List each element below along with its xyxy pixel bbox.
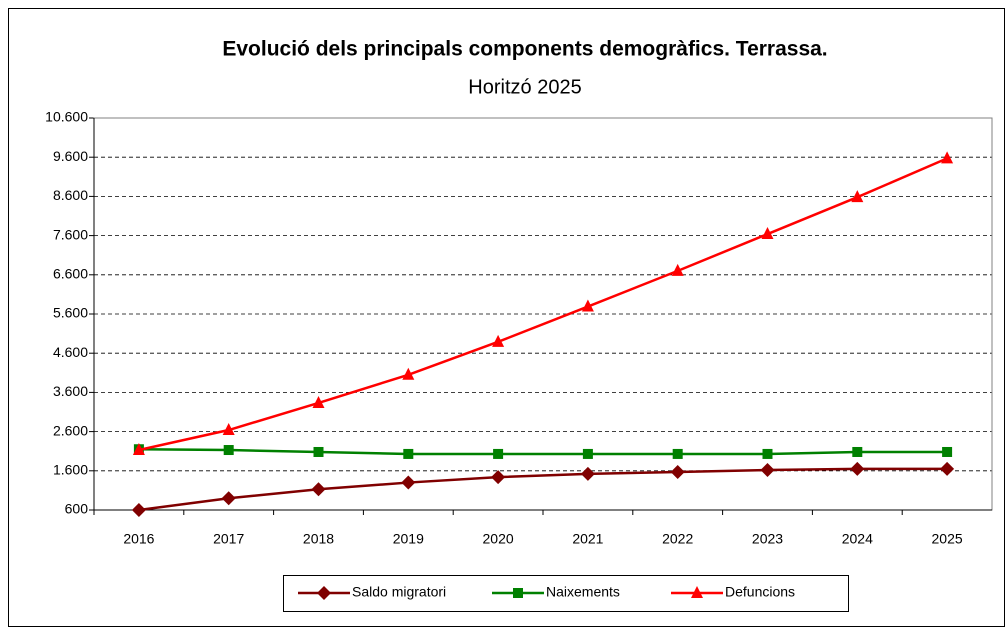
- series-line: [138, 447, 948, 456]
- marker: [581, 299, 594, 312]
- y-tick-label: 2.600: [53, 422, 88, 438]
- chart-border: [8, 8, 1005, 627]
- y-tick-label: 4.600: [53, 344, 88, 360]
- x-tick-label: 2017: [213, 531, 244, 547]
- x-tick-label: 2022: [662, 531, 693, 547]
- x-tick-label: 2025: [932, 531, 963, 547]
- marker: [762, 448, 773, 459]
- marker: [222, 423, 235, 436]
- x-tick-label: 2024: [842, 531, 873, 547]
- marker: [513, 588, 523, 598]
- y-tick-label: 10.600: [45, 109, 88, 125]
- marker: [492, 334, 505, 347]
- marker: [760, 463, 775, 478]
- y-tick-label: 9.600: [53, 148, 88, 164]
- y-tick-label: 6.600: [53, 266, 88, 282]
- x-tick-label: 2019: [393, 531, 424, 547]
- marker: [223, 445, 234, 456]
- marker: [311, 482, 326, 497]
- marker: [491, 470, 506, 485]
- series-line: [138, 157, 948, 452]
- y-tick-label: 5.600: [53, 305, 88, 321]
- marker: [313, 446, 324, 457]
- marker: [691, 586, 703, 598]
- marker: [941, 151, 954, 164]
- marker: [132, 443, 145, 456]
- legend-label: Naixements: [546, 584, 620, 600]
- marker: [312, 395, 325, 408]
- y-tick-label: 7.600: [53, 226, 88, 242]
- y-tick-label: 3.600: [53, 383, 88, 399]
- x-tick-label: 2021: [572, 531, 603, 547]
- marker: [850, 461, 865, 476]
- marker: [401, 475, 416, 490]
- series-line: [138, 467, 948, 512]
- marker: [851, 190, 864, 203]
- marker: [317, 586, 331, 600]
- x-tick-label: 2018: [303, 531, 334, 547]
- marker: [940, 461, 955, 476]
- marker: [131, 503, 146, 517]
- y-tick-label: 1.600: [53, 462, 88, 478]
- marker: [580, 466, 595, 481]
- marker: [672, 448, 683, 459]
- x-tick-label: 2016: [123, 531, 154, 547]
- x-tick-label: 2020: [483, 531, 514, 547]
- marker: [852, 446, 863, 457]
- marker: [670, 464, 685, 479]
- legend-box: [283, 575, 849, 612]
- legend-label: Saldo migratori: [352, 584, 446, 600]
- marker: [493, 448, 504, 459]
- marker: [671, 263, 684, 276]
- marker: [761, 227, 774, 240]
- marker: [582, 448, 593, 459]
- legend-label: Defuncions: [725, 584, 795, 600]
- y-tick-label: 600: [65, 501, 89, 517]
- marker: [221, 491, 236, 506]
- chart-subtitle: Horitzó 2025: [468, 76, 581, 98]
- y-tick-label: 8.600: [53, 187, 88, 203]
- marker: [942, 446, 953, 457]
- x-tick-label: 2023: [752, 531, 783, 547]
- chart-title: Evolució dels principals components demo…: [222, 38, 827, 61]
- marker: [403, 448, 414, 459]
- marker: [402, 367, 415, 380]
